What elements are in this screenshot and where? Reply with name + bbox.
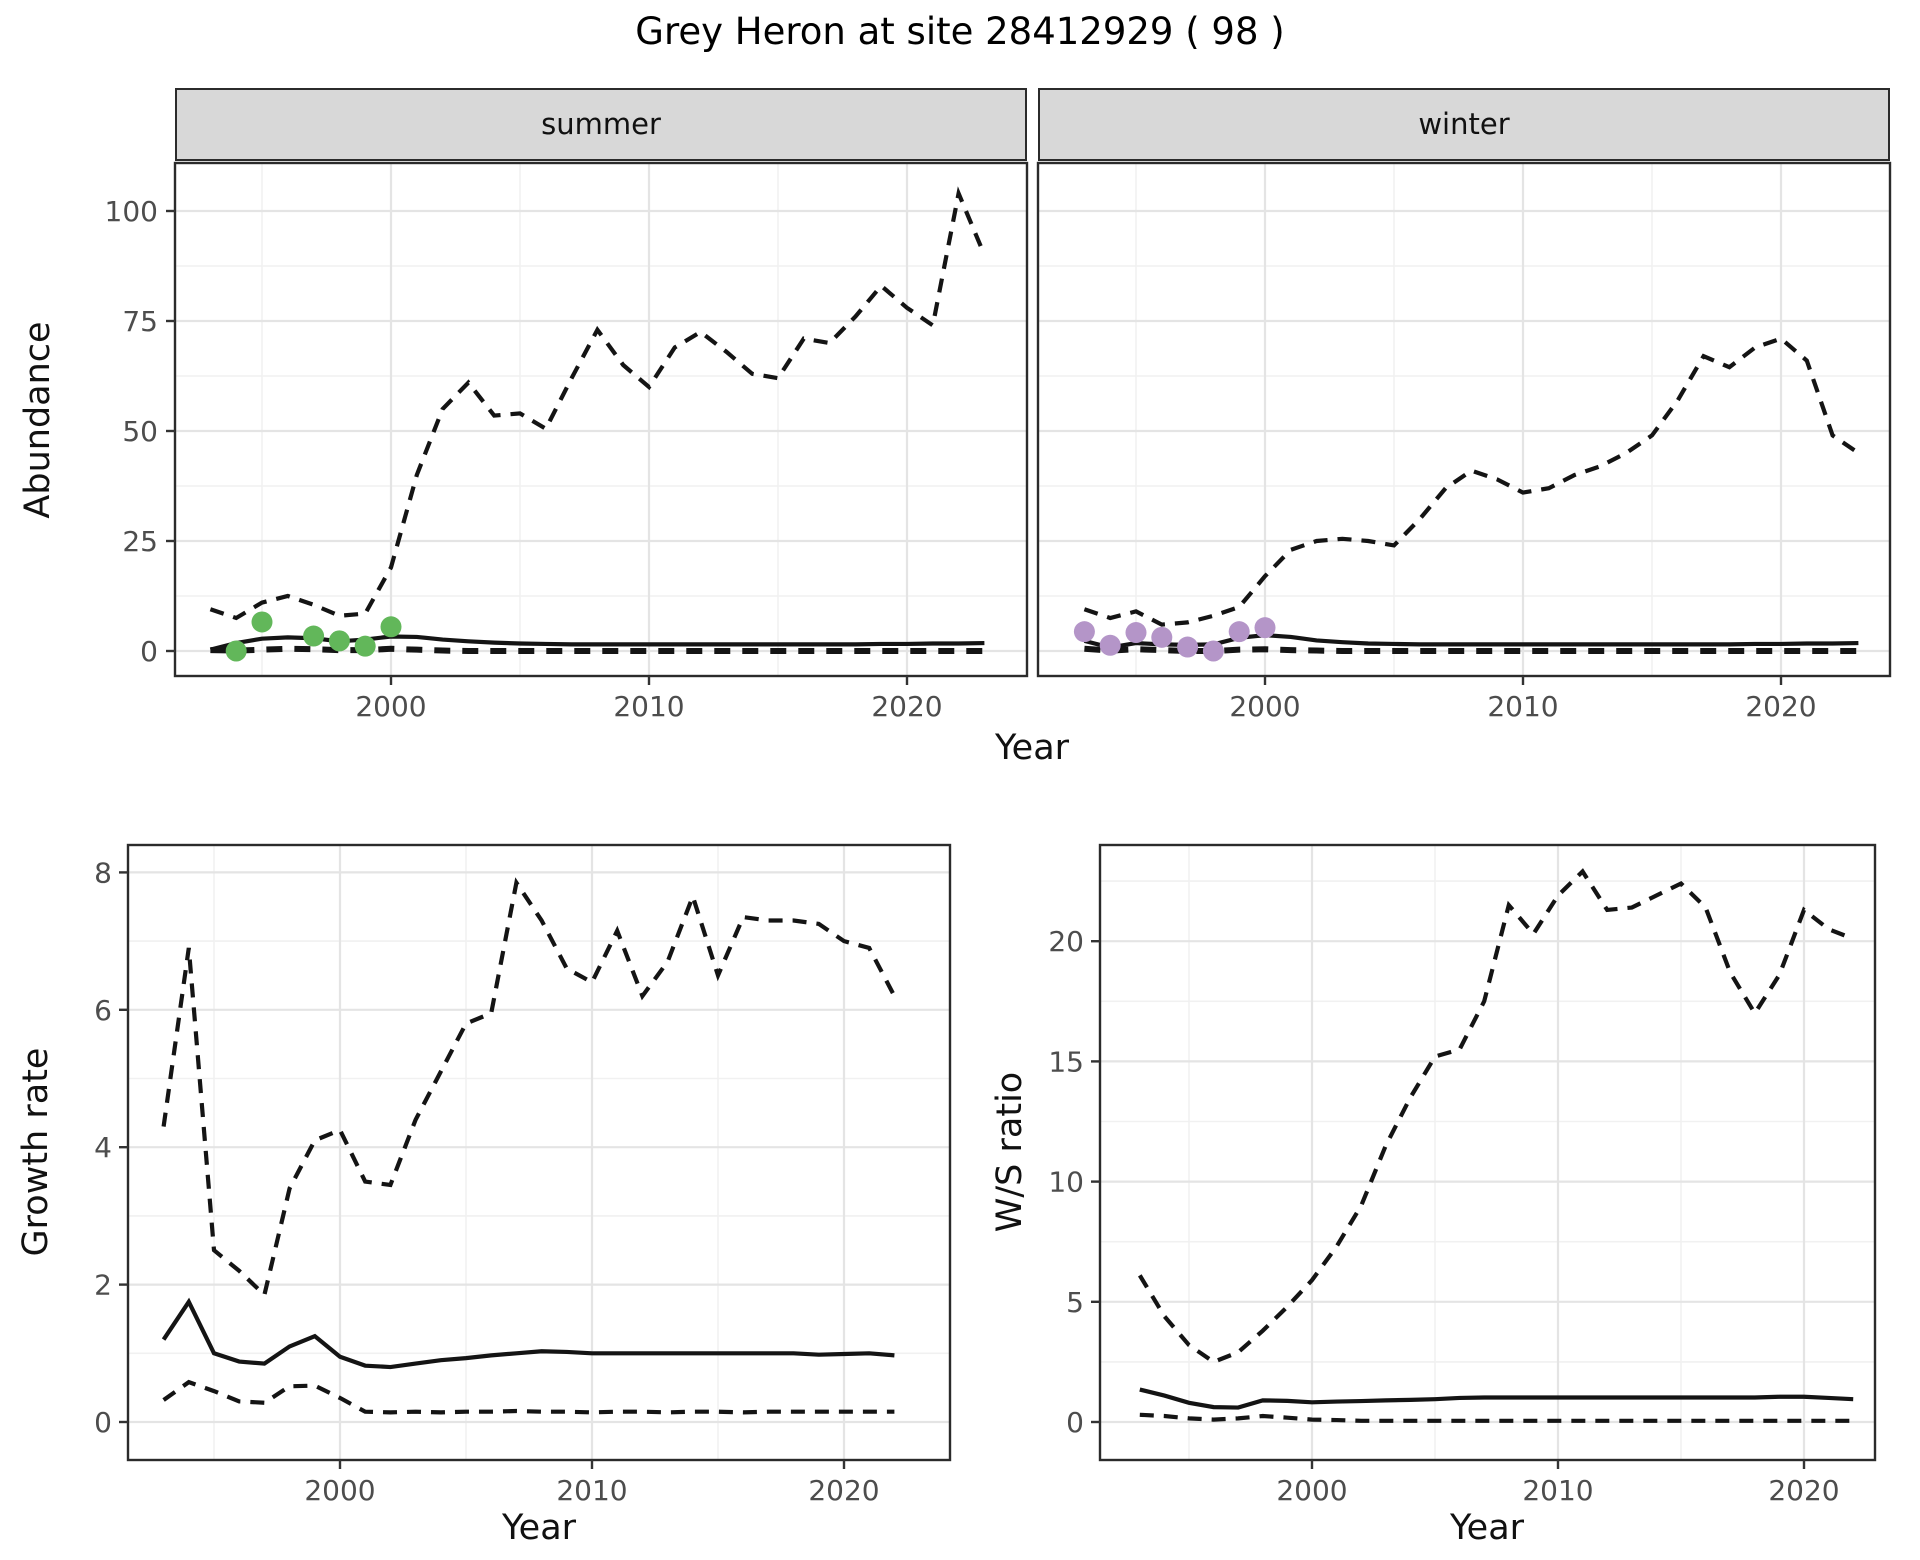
x-tick-label: 2010 [613, 690, 684, 723]
observed-point [1228, 621, 1250, 643]
panel-abundance-winter: 2000 2010 2020 [1036, 161, 1892, 723]
line-lower_95_ci [1084, 645, 1859, 654]
facet-strip-summer-label: summer [541, 107, 661, 141]
y-tick-label: 15 [1048, 1045, 1084, 1078]
x-tick-label: 2020 [808, 1474, 879, 1507]
line-upper_95_ci [1138, 868, 1854, 1365]
panel-abundance-summer: 2000 2010 2020 0 25 50 75 100 [105, 161, 1029, 723]
x-axis-title-year-ws: Year [1449, 1508, 1525, 1548]
x-tick-label: 2010 [1487, 690, 1558, 723]
panel-growth-rate: 2000 2010 2020 0 2 4 6 8 [94, 843, 952, 1507]
y-tick-label: 50 [122, 415, 158, 448]
y-tick-label: 0 [140, 635, 158, 668]
x-tick-label: 2010 [556, 1474, 627, 1507]
y-tick-label: 6 [94, 994, 112, 1027]
line-upper_95_ci [209, 186, 987, 621]
observed-point [1177, 636, 1199, 658]
y-tick-label: 4 [94, 1131, 112, 1164]
y-tick-label: 20 [1048, 925, 1084, 958]
x-axis-title-year-top: Year [994, 728, 1070, 768]
line-lower_95_ci [210, 645, 985, 654]
line-upper_95_ci [1083, 336, 1860, 627]
panel-border [1098, 843, 1877, 1462]
x-tick-label: 2000 [1229, 690, 1300, 723]
panel-border [1036, 161, 1892, 678]
facet-strip-winter: winter [1038, 88, 1890, 161]
x-tick-label: 2010 [1522, 1474, 1593, 1507]
x-tick-label: 2020 [871, 690, 942, 723]
x-tick-label: 2000 [1276, 1474, 1347, 1507]
observed-point [225, 640, 247, 662]
y-tick-label: 10 [1048, 1166, 1084, 1199]
y-tick-label: 5 [1066, 1286, 1084, 1319]
facet-strip-summer: summer [175, 88, 1027, 161]
chart-title: Grey Heron at site 28412929 ( 98 ) [635, 10, 1285, 53]
observed-point [1073, 621, 1095, 643]
line-smoothed_trend [1139, 1387, 1854, 1410]
x-tick-label: 2000 [355, 690, 426, 723]
observed-point [1099, 634, 1121, 656]
panel-ws-ratio: 2000 2010 2020 0 5 10 15 20 [1048, 843, 1877, 1507]
y-tick-label: 0 [94, 1406, 112, 1439]
y-tick-label: 0 [1066, 1406, 1084, 1439]
line-smoothed_trend [161, 1297, 895, 1370]
y-tick-label: 100 [105, 195, 158, 228]
observed-point [328, 630, 350, 652]
x-tick-label: 2000 [304, 1474, 375, 1507]
observed-point [1125, 622, 1147, 644]
observed-point [251, 611, 273, 633]
y-tick-label: 8 [94, 856, 112, 889]
y-tick-label: 75 [122, 305, 158, 338]
observed-point [1202, 640, 1224, 662]
panel-border [126, 843, 952, 1462]
panel-border [173, 161, 1029, 678]
line-upper_95_ci [161, 877, 897, 1299]
facet-strip-winter-label: winter [1418, 107, 1510, 141]
observed-point [354, 635, 376, 657]
y-tick-label: 2 [94, 1269, 112, 1302]
observed-point [1254, 617, 1276, 639]
x-axis-title-year-growth: Year [501, 1508, 577, 1548]
line-lower_95_ci [162, 1379, 895, 1415]
observed-point [380, 616, 402, 638]
y-tick-label: 25 [122, 525, 158, 558]
observed-point [303, 625, 325, 647]
x-tick-label: 2020 [1745, 690, 1816, 723]
observed-point [1151, 626, 1173, 648]
x-tick-label: 2020 [1768, 1474, 1839, 1507]
